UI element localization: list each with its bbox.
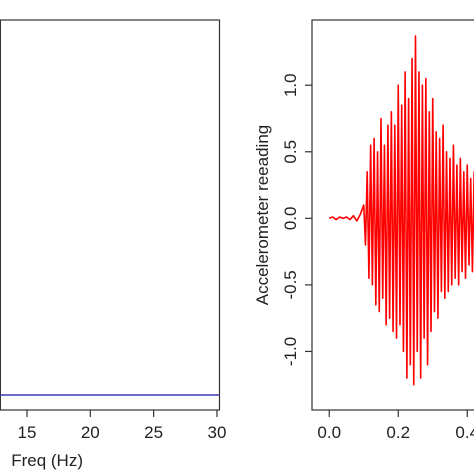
x-tick-label: 15 (18, 423, 37, 442)
x-tick-label: 0.4 (455, 423, 474, 442)
y-tick-label: -1.0 (281, 337, 300, 366)
y-axis-label: Accelerometer reeading (253, 125, 272, 305)
y-tick-label: 1.0 (281, 73, 300, 97)
x-tick-label: 25 (144, 423, 163, 442)
y-tick-label: 0.0 (281, 207, 300, 231)
y-tick-label: 0.5 (281, 140, 300, 164)
x-tick-label: 0.2 (386, 423, 410, 442)
x-tick-label: 30 (208, 423, 227, 442)
plot-frame (0, 19, 221, 411)
x-tick-label: 20 (81, 423, 100, 442)
y-tick-label: -0.5 (281, 270, 300, 299)
x-tick-label: 0.0 (317, 423, 341, 442)
x-axis-label: Freq (Hz) (11, 451, 83, 470)
signal-line (328, 35, 474, 386)
